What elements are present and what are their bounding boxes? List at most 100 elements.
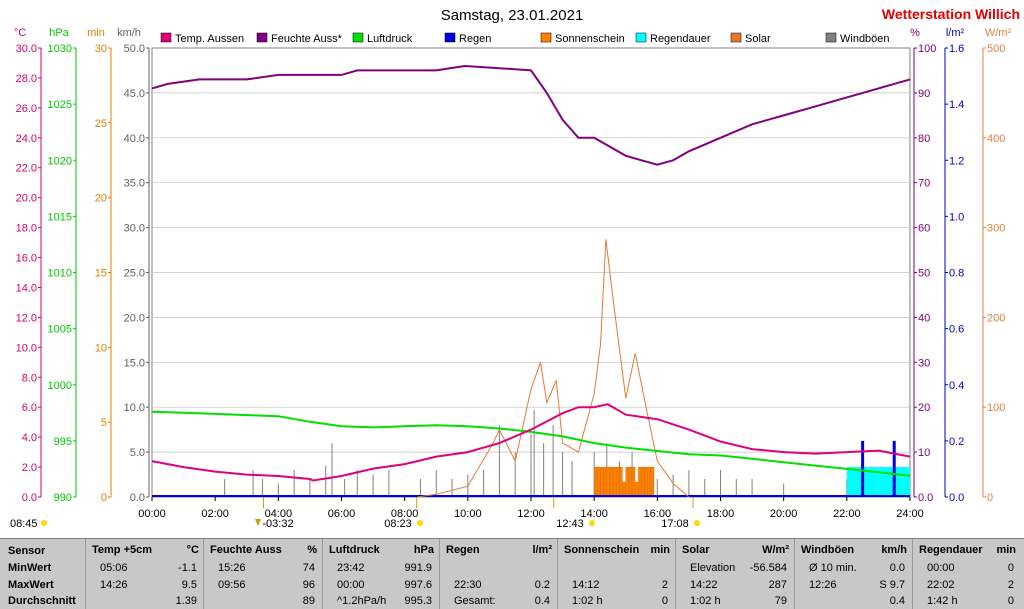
right-axis-tick-label: 1.6 <box>949 43 964 55</box>
stats-column-header: Regendauer <box>919 544 983 556</box>
stats-row-label: Durchschnitt <box>8 595 76 607</box>
right-axis-tick-label: 1.0 <box>949 211 964 223</box>
stats-cell-value: 2 <box>1007 579 1014 591</box>
legend-label: Regen <box>459 33 491 45</box>
stats-separator <box>794 539 795 609</box>
legend-label: Regendauer <box>650 33 711 45</box>
right-axis-tick-label: 1.4 <box>949 99 964 111</box>
weather-chart: Samstag, 23.01.2021 Wetterstation Willic… <box>10 6 1020 530</box>
marker-label: 17:08 <box>661 518 689 530</box>
sunrise-icon <box>41 520 47 526</box>
left-axis-tick-label: 990 <box>54 492 72 504</box>
sunshine-bar <box>616 466 620 498</box>
stats-cell-value: 2 <box>661 579 668 591</box>
time-tick-label: 20:00 <box>770 508 798 520</box>
left-axis-tick-label: 995 <box>54 436 72 448</box>
left-axis-tick-label: 6.0 <box>22 402 37 414</box>
stats-cell-time: Ø 10 min. <box>809 562 857 574</box>
stats-cell-value: 0.4 <box>889 595 905 607</box>
left-axis-tick-label: 18.0 <box>16 223 37 235</box>
left-axis-tick-label: 10 <box>95 342 107 354</box>
left-axis-tick-label: 0 <box>101 492 107 504</box>
right-axis-tick-label: 0.6 <box>949 324 964 336</box>
stats-row-label: MaxWert <box>8 579 54 591</box>
stats-column: Regendauer min 00:00 0 22:02 2 1:42 h 0 <box>915 539 1020 609</box>
stats-cell-value: 79 <box>774 595 787 607</box>
stats-column-header: Luftdruck <box>329 544 380 556</box>
station-name: Wetterstation Willich <box>882 6 1020 22</box>
sunshine-bar <box>647 466 652 498</box>
sunshine-bar <box>635 481 639 498</box>
stats-cell-value: 0 <box>661 595 668 607</box>
sunset-icon <box>694 520 700 526</box>
stats-cell-time: 05:06 <box>100 562 128 574</box>
sunshine-bar <box>606 466 610 498</box>
right-axis-tick-label: 0.4 <box>949 380 964 392</box>
left-axis-tick-label: 35.0 <box>124 178 145 190</box>
sunshine-bar <box>628 466 633 498</box>
time-tick-label: 22:00 <box>833 508 861 520</box>
stats-separator <box>85 539 86 609</box>
stats-column-unit: min <box>996 544 1016 556</box>
sunshine-bar <box>641 466 645 498</box>
right-axis-tick-label: 40 <box>918 312 930 324</box>
left-axis-tick-label: 30 <box>95 43 107 55</box>
chart-title: Samstag, 23.01.2021 <box>441 7 584 24</box>
stats-column-header: Feuchte Auss <box>210 544 282 556</box>
sunshine-bar <box>644 466 648 498</box>
time-tick-label: 00:00 <box>138 508 166 520</box>
legend: Temp. Aussen Feuchte Auss* Luftdruck Regen S… <box>160 32 890 45</box>
stats-column-header: Windböen <box>801 544 855 556</box>
left-axis-tick-label: 1020 <box>48 155 72 167</box>
right-axis-unit: l/m² <box>946 27 965 39</box>
legend-label: Feuchte Auss* <box>271 33 343 45</box>
stats-cell-value: 0 <box>1007 595 1014 607</box>
right-axis-tick-label: 50 <box>918 268 930 280</box>
left-axis-tick-label: 25.0 <box>124 268 145 280</box>
sunshine-bar <box>650 466 655 498</box>
stats-cell-value: 1.39 <box>175 595 197 607</box>
left-axis-unit: km/h <box>117 27 141 39</box>
temperature-line <box>151 403 911 482</box>
left-axis-tick-label: 28.0 <box>16 73 37 85</box>
time-axis: 00:00 02:00 04:00 06:00 08:00 10:00 12:00 14:00… <box>138 497 924 520</box>
marker-label: 08:45 <box>10 518 38 530</box>
stats-cell-time: ^1.2hPa/h <box>337 595 387 607</box>
left-axis-tick-label: 0.0 <box>22 492 37 504</box>
right-axis-tick-label: 500 <box>987 43 1005 55</box>
left-axis-tick-label: 2.0 <box>22 462 37 474</box>
legend-label: Solar <box>745 33 771 45</box>
legend-swatch <box>352 32 364 43</box>
sunshine-bar <box>609 466 614 498</box>
stats-cell-time: 22:30 <box>454 579 482 591</box>
stats-cell-value: 997.6 <box>404 579 432 591</box>
left-axis-tick-label: 26.0 <box>16 103 37 115</box>
left-axis-tick-label: 8.0 <box>22 372 37 384</box>
moon-icon <box>255 519 261 526</box>
stats-separator <box>203 539 204 609</box>
chart-marks <box>151 64 911 498</box>
left-axis-tick-label: 16.0 <box>16 253 37 265</box>
sunshine-bar <box>603 466 607 498</box>
stats-separator <box>912 539 913 609</box>
left-axis-unit: hPa <box>49 27 69 39</box>
right-axis-tick-label: 0.8 <box>949 268 964 280</box>
sunshine-bar <box>594 466 598 498</box>
stats-column: Feuchte Auss% 15:26 74 09:56 96 89 <box>206 539 321 609</box>
stats-column-unit: min <box>650 544 670 556</box>
left-axis-tick-label: 12.0 <box>16 312 37 324</box>
stats-cell-time: Elevation <box>690 562 736 574</box>
sunshine-bar <box>638 466 642 498</box>
stats-cell-time: 23:42 <box>337 562 365 574</box>
right-axis-tick-label: 0 <box>987 492 993 504</box>
right-axis-tick-label: 70 <box>918 178 930 190</box>
left-axis-tick-label: 5 <box>101 417 107 429</box>
stats-cell-value: 0 <box>1007 562 1014 574</box>
legend-label: Sonnenschein <box>555 33 625 45</box>
humidity-line <box>151 64 911 166</box>
stats-cell-time: 14:12 <box>572 579 600 591</box>
stats-cell-time: Gesamt: <box>454 595 496 607</box>
legend-swatch <box>160 32 172 43</box>
stats-column: Regen l/m² 22:30 0.2 Gesamt: 0.4 <box>442 539 556 609</box>
marker-label: -03:32 <box>262 518 293 530</box>
